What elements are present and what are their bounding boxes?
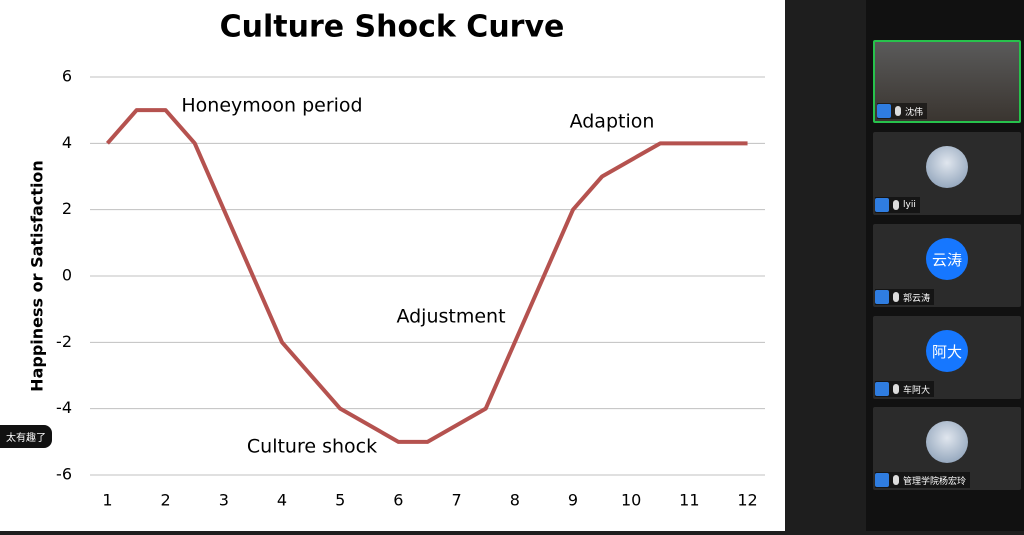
participant-name: 沈伟 bbox=[905, 107, 924, 118]
name-tag: 管理学院杨宏玲 bbox=[875, 472, 971, 488]
name-tag: 郭云涛 bbox=[875, 289, 935, 305]
participant-tile[interactable]: lyii bbox=[873, 132, 1021, 215]
y-tick-label: 0 bbox=[62, 266, 72, 285]
x-tick-label: 7 bbox=[452, 491, 462, 510]
user-icon bbox=[875, 473, 889, 487]
y-tick-label: -2 bbox=[56, 332, 72, 351]
mic-icon bbox=[893, 292, 899, 302]
annotation: Honeymoon period bbox=[181, 95, 362, 117]
x-tick-label: 1 bbox=[102, 491, 112, 510]
participant-tile[interactable]: 沈伟 bbox=[873, 40, 1021, 123]
user-icon bbox=[875, 290, 889, 304]
participant-panel: 沈伟 lyii 云涛郭云涛阿大车阿大管理学院杨宏玲 bbox=[866, 0, 1024, 531]
mic-icon bbox=[893, 384, 899, 394]
y-tick-label: -6 bbox=[56, 465, 72, 484]
x-tick-label: 4 bbox=[277, 491, 287, 510]
mic-icon bbox=[895, 106, 901, 116]
annotation: Adaption bbox=[570, 111, 655, 133]
x-tick-label: 9 bbox=[568, 491, 578, 510]
participant-tile[interactable]: 阿大车阿大 bbox=[873, 316, 1021, 399]
shared-slide: Culture Shock Curve Happiness or Satisfa… bbox=[0, 0, 785, 531]
y-axis-label: Happiness or Satisfaction bbox=[28, 160, 47, 392]
avatar: 云涛 bbox=[926, 238, 968, 280]
y-tick-label: 2 bbox=[62, 199, 72, 218]
y-tick-label: -4 bbox=[56, 398, 72, 417]
participant-tile[interactable]: 管理学院杨宏玲 bbox=[873, 407, 1021, 490]
user-icon bbox=[875, 382, 889, 396]
participant-name: lyii bbox=[903, 200, 916, 210]
participant-name: 郭云涛 bbox=[903, 293, 931, 304]
name-tag: lyii bbox=[875, 197, 920, 213]
chart: Culture Shock Curve Happiness or Satisfa… bbox=[28, 10, 765, 510]
x-tick-label: 11 bbox=[679, 491, 699, 510]
user-icon bbox=[875, 198, 889, 212]
chat-bubble: 太有趣了 bbox=[0, 425, 52, 448]
annotation: Culture shock bbox=[247, 436, 377, 458]
chart-title: Culture Shock Curve bbox=[220, 10, 565, 45]
name-tag: 沈伟 bbox=[877, 103, 928, 119]
y-tick-label: 6 bbox=[62, 67, 72, 86]
avatar bbox=[926, 146, 968, 188]
x-tick-label: 5 bbox=[335, 491, 345, 510]
x-tick-label: 10 bbox=[621, 491, 641, 510]
y-tick-label: 4 bbox=[62, 133, 72, 152]
avatar: 阿大 bbox=[926, 330, 968, 372]
participant-tile[interactable]: 云涛郭云涛 bbox=[873, 224, 1021, 307]
x-tick-label: 6 bbox=[393, 491, 403, 510]
x-tick-label: 2 bbox=[161, 491, 171, 510]
participant-name: 管理学院杨宏玲 bbox=[903, 476, 967, 487]
annotation: Adjustment bbox=[396, 306, 505, 328]
x-tick-label: 8 bbox=[510, 491, 520, 510]
curve bbox=[105, 108, 748, 444]
name-tag: 车阿大 bbox=[875, 381, 935, 397]
x-tick-label: 12 bbox=[737, 491, 757, 510]
mic-icon bbox=[893, 200, 899, 210]
avatar bbox=[926, 421, 968, 463]
user-icon bbox=[877, 104, 891, 118]
participant-name: 车阿大 bbox=[903, 385, 931, 396]
x-tick-label: 3 bbox=[219, 491, 229, 510]
mic-icon bbox=[893, 475, 899, 485]
